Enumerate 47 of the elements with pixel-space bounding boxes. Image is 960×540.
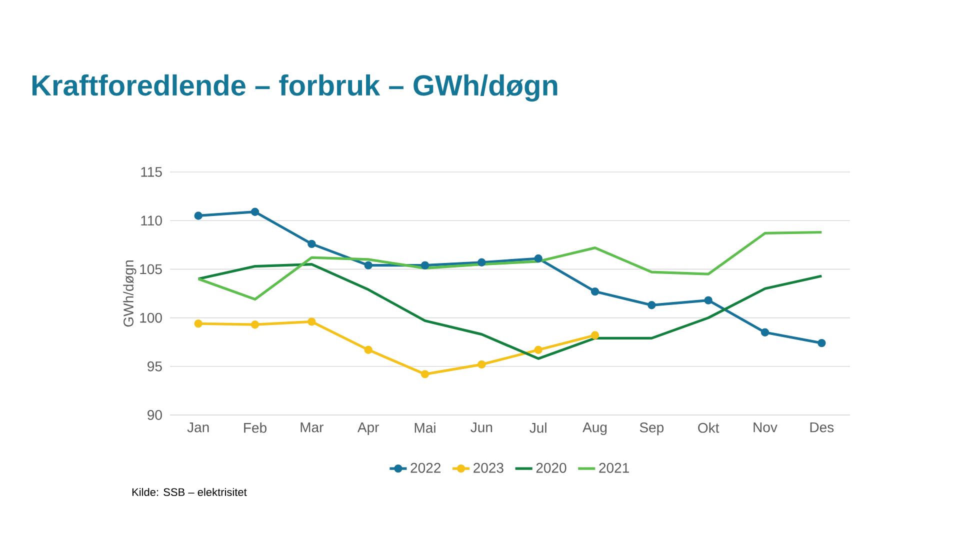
point <box>308 318 316 326</box>
point <box>364 346 372 354</box>
point <box>308 240 316 248</box>
point <box>648 301 656 310</box>
x-tick-label: Feb <box>244 422 266 433</box>
x-tick-label: Apr <box>357 422 380 436</box>
point <box>818 338 826 348</box>
x-tick-label: Jan <box>187 422 209 432</box>
text: Kilde: SSB – elektrisitet <box>132 488 247 496</box>
x-tick-label: Jun <box>470 422 492 432</box>
point <box>478 258 486 266</box>
point <box>590 287 600 296</box>
legend-label: 2021 <box>599 462 629 473</box>
point <box>364 261 372 270</box>
legend-label: 2020 <box>536 462 566 473</box>
legend-label: 2023 <box>474 462 504 473</box>
x-tick-label: Mai <box>414 422 436 433</box>
y-axis-title: GWh/døgn <box>123 260 136 327</box>
point <box>420 370 430 378</box>
point <box>194 320 202 328</box>
point <box>194 212 202 220</box>
line-series <box>197 230 823 301</box>
x-tick-label: Des <box>810 422 834 432</box>
y-tick-label: 100 <box>140 312 162 323</box>
point <box>250 208 260 216</box>
point <box>704 296 712 304</box>
x-tick-label: Mar <box>300 422 324 432</box>
point <box>534 346 542 354</box>
x-tick-label: Sep <box>640 422 664 436</box>
y-tick-label: 115 <box>141 167 162 177</box>
point <box>590 331 600 340</box>
legend-label: 2022 <box>410 462 440 473</box>
point <box>760 328 770 336</box>
y-tick-label: 105 <box>140 264 162 274</box>
chart-title: Kraftforedlende – forbruk – GWh/døgn <box>32 74 558 102</box>
x-tick-label: Aug <box>582 422 607 436</box>
y-tick-label: 95 <box>148 361 162 372</box>
x-tick-label: Jul <box>530 422 546 433</box>
y-tick-label: 90 <box>148 410 162 420</box>
point <box>250 320 260 329</box>
point <box>420 261 430 270</box>
x-tick-label: Nov <box>754 422 778 432</box>
line-series <box>197 263 823 360</box>
point <box>478 360 486 369</box>
point <box>534 254 542 263</box>
x-tick-label: Okt <box>698 422 720 433</box>
y-tick-label: 110 <box>141 216 162 226</box>
